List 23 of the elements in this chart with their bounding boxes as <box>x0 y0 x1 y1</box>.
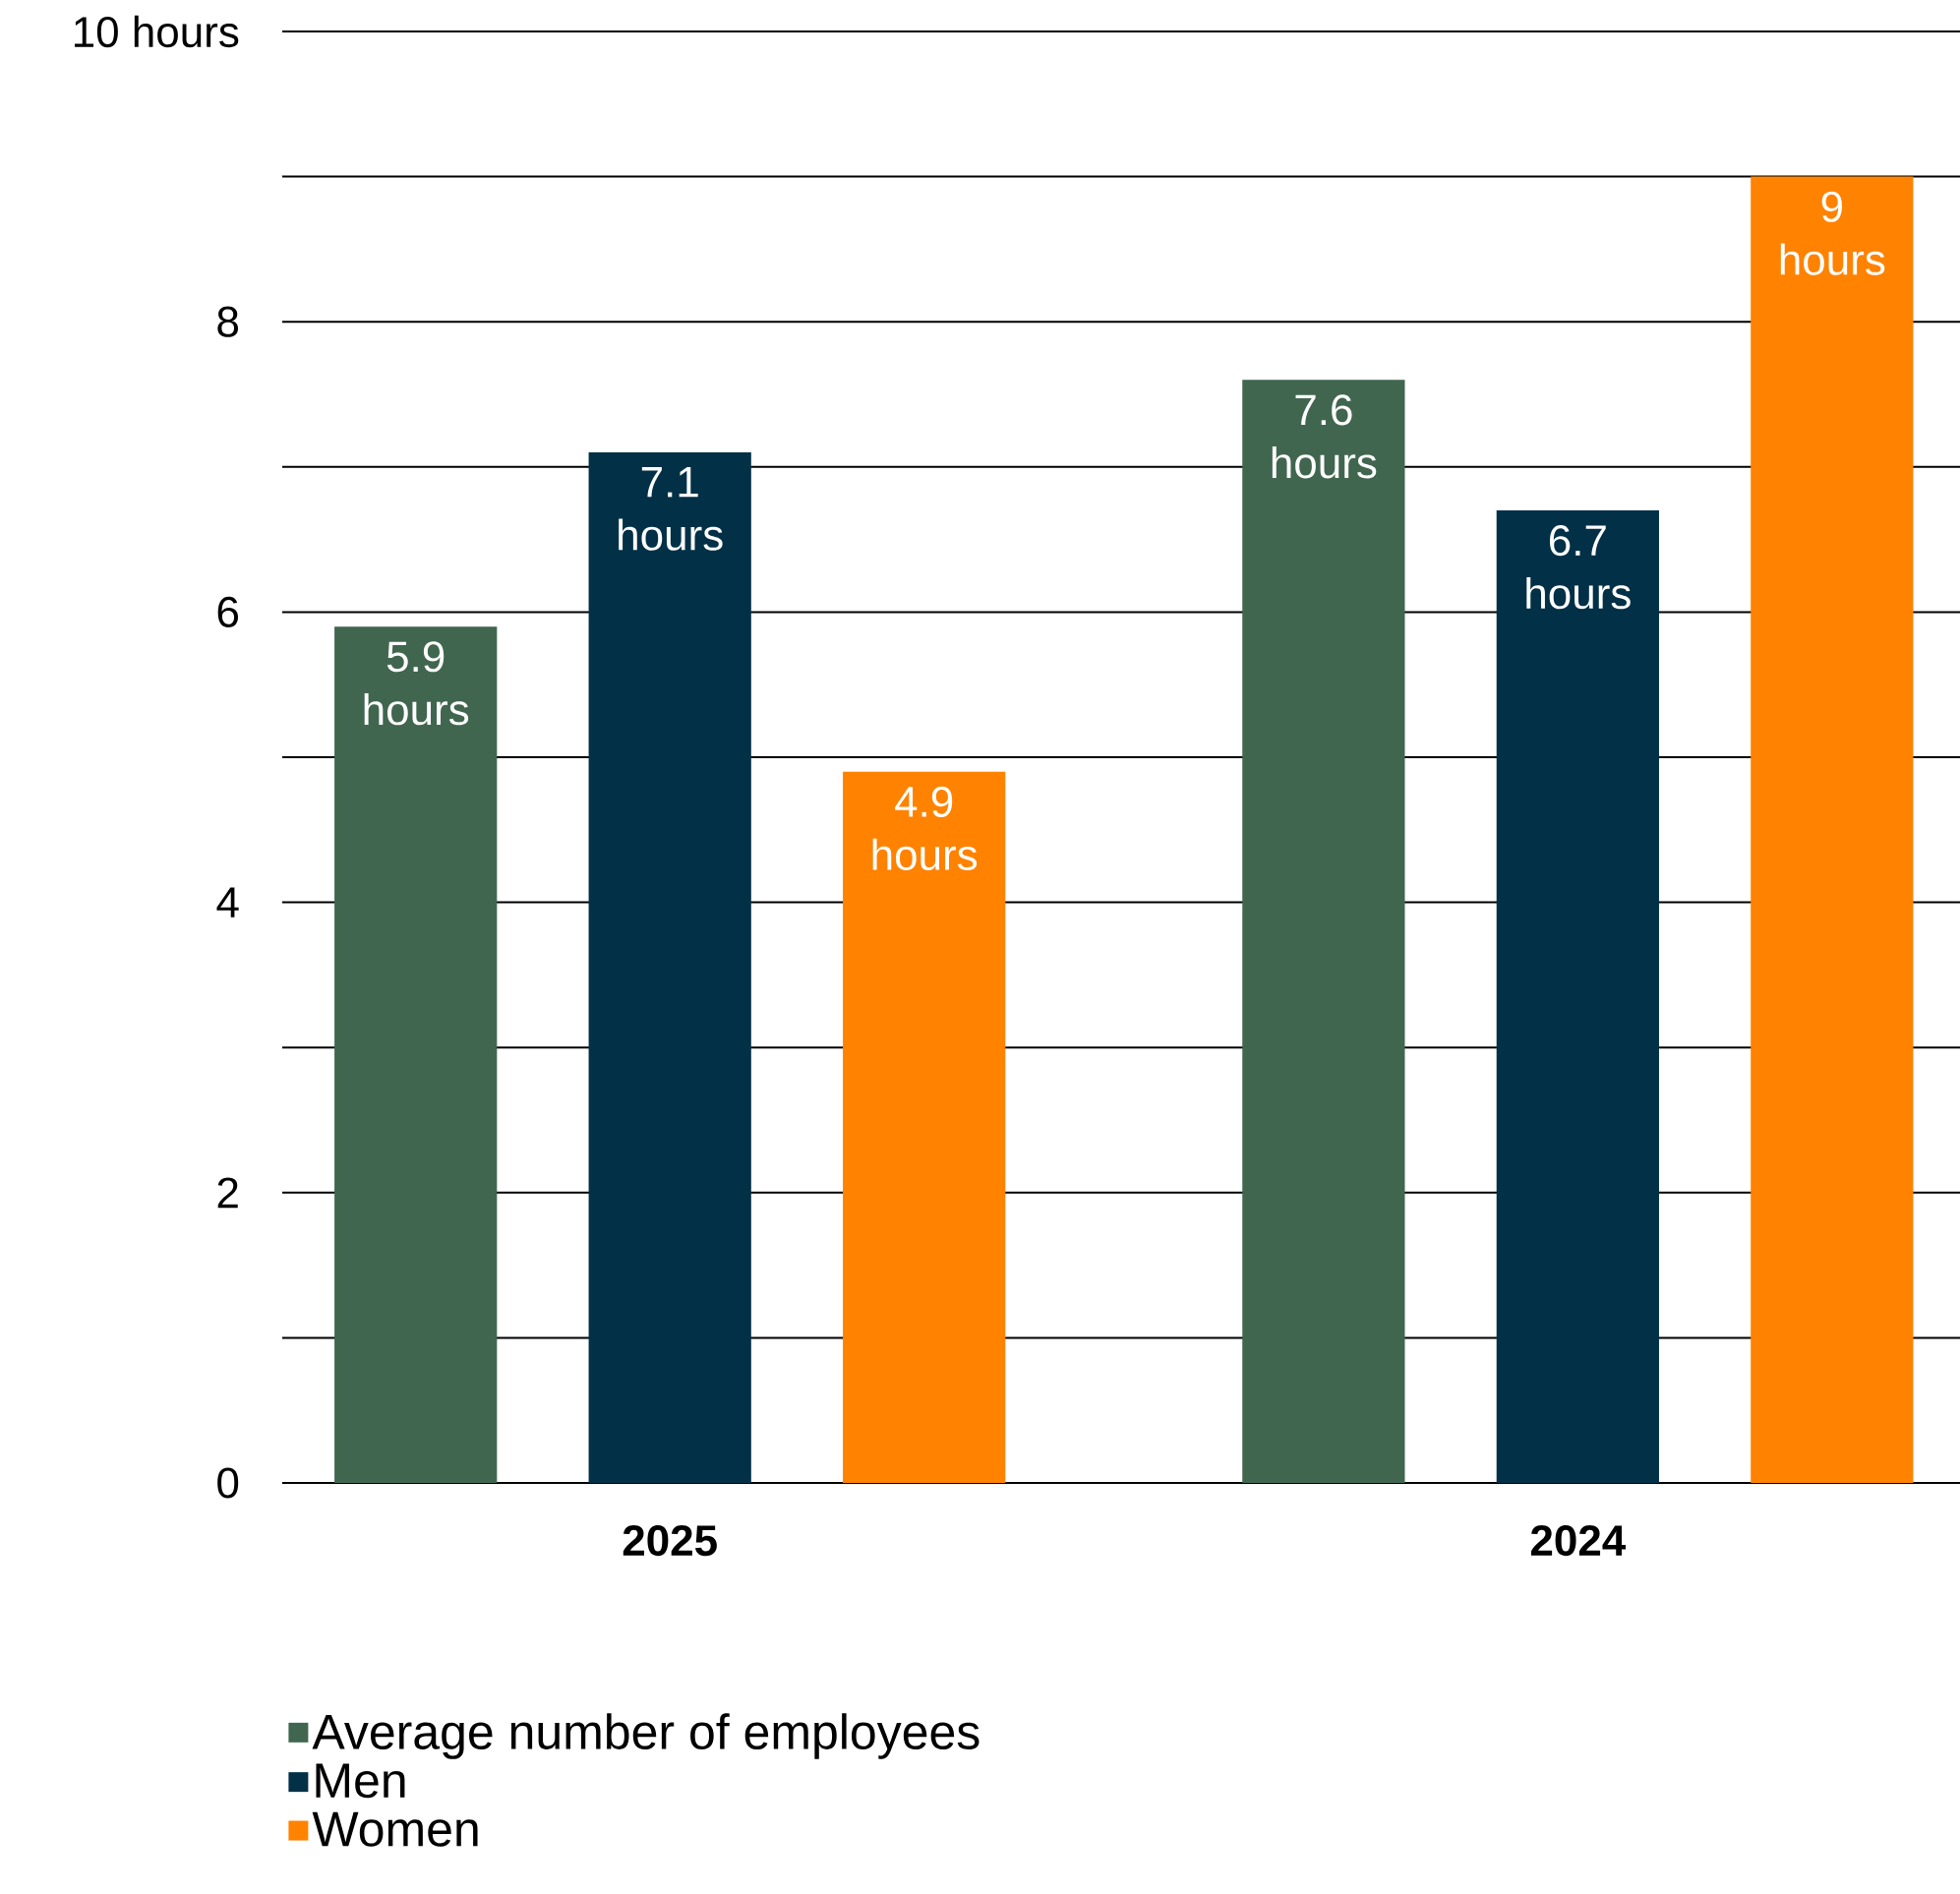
bar <box>1751 176 1914 1483</box>
data-label: 4.9 hours <box>872 786 978 870</box>
bar <box>334 626 498 1483</box>
x-tick-label: 2024 <box>1530 1525 1627 1557</box>
bar <box>1496 510 1659 1483</box>
data-label: 6.7 hours <box>1526 525 1631 610</box>
data-label: 9 hours <box>1780 191 1885 275</box>
legend-label: Average number of employees <box>312 1713 980 1759</box>
y-tick-label: 4 <box>216 887 239 917</box>
data-label: 7.6 hours <box>1272 394 1377 479</box>
bar <box>843 771 1006 1483</box>
y-tick-label: 6 <box>217 596 239 627</box>
legend-label: Women <box>312 1811 478 1847</box>
y-tick-label: 8 <box>217 306 239 337</box>
x-tick-label: 2025 <box>623 1525 717 1557</box>
y-tick-label: 2 <box>217 1177 238 1209</box>
bar <box>1242 380 1405 1483</box>
bar <box>588 452 751 1483</box>
y-tick-label: 0 <box>217 1467 239 1499</box>
legend-label: Men <box>316 1763 405 1799</box>
y-tick-label: 10 hours <box>75 15 239 48</box>
data-label: 7.1 hours <box>619 467 723 551</box>
data-label: 5.9 hours <box>364 641 469 726</box>
